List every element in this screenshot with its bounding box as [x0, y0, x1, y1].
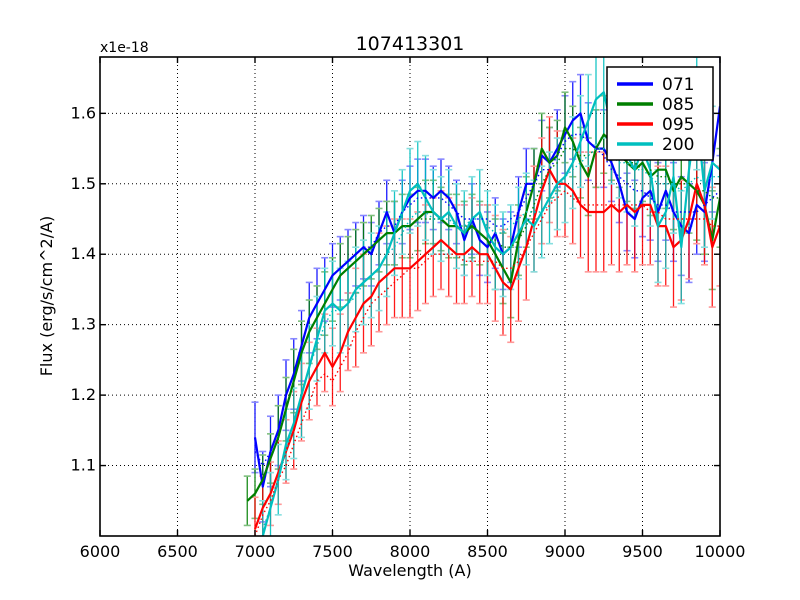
x-tick-label-7500: 7500	[312, 542, 353, 561]
x-tick-label-6000: 6000	[80, 542, 121, 561]
y-tick-label-1.2: 1.2	[71, 385, 96, 404]
legend-box	[606, 66, 714, 161]
x-tick-label-9500: 9500	[622, 542, 663, 561]
series-095-dotted-line	[254, 189, 720, 536]
chart-title: 107413301	[356, 33, 465, 55]
x-tick-label-7000: 7000	[235, 542, 276, 561]
series-071-dotted-line	[254, 133, 720, 468]
y-tick-label-1.6: 1.6	[71, 103, 96, 122]
series-095-line	[253, 168, 720, 530]
legend-label-095: 095	[662, 115, 694, 135]
y-tick-label-1.5: 1.5	[71, 174, 96, 193]
y-tick-label-1.1: 1.1	[71, 456, 96, 475]
y-axis-label: Flux (erg/s/cm^2/A)	[37, 216, 56, 377]
x-axis-label: Wavelength (A)	[348, 561, 471, 580]
tick-label-layer: 6000 6500 7000 7500 8000 8500 9000 9500 10000 1.1…	[71, 103, 746, 561]
legend-label-200: 200	[662, 135, 694, 155]
tick-layer	[99, 57, 721, 536]
y-tick-label-1.4: 1.4	[71, 244, 96, 263]
series-085-dotted-line	[246, 147, 720, 502]
x-tick-label-10000: 10000	[695, 542, 746, 561]
legend-label-085: 085	[662, 95, 694, 115]
x-tick-label-8500: 8500	[467, 542, 508, 561]
x-tick-label-6500: 6500	[157, 542, 198, 561]
y-offset-label: x1e-18	[100, 40, 149, 56]
y-tick-label-1.3: 1.3	[71, 315, 96, 334]
legend-label-071: 071	[662, 75, 694, 95]
x-tick-label-9000: 9000	[545, 542, 586, 561]
x-tick-label-8000: 8000	[390, 542, 431, 561]
